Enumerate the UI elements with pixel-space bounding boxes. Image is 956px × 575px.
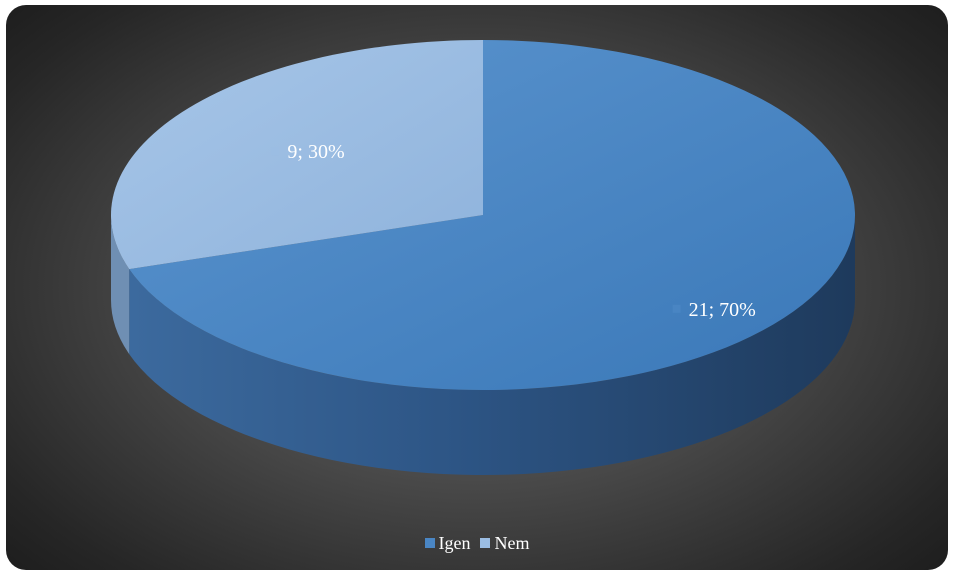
legend-swatch-igen: [424, 538, 435, 548]
data-label-text-igen: 21; 70%: [689, 299, 756, 321]
legend: Igen Nem: [6, 531, 948, 555]
data-label-igen: 21; 70%: [672, 299, 756, 321]
data-label-marker-nem: [271, 147, 280, 156]
legend-label-nem: Nem: [494, 532, 530, 553]
pie-slice-igen: [129, 40, 855, 390]
chart-area: 21; 70% 9; 30% Igen Nem: [6, 5, 948, 570]
legend-item-igen: Igen: [424, 532, 471, 554]
legend-item-nem: Nem: [480, 533, 529, 554]
pie-side-nem: [111, 215, 130, 355]
pie-chart: 21; 70% 9; 30%: [110, 40, 855, 475]
data-label-marker-igen: [672, 304, 681, 313]
pie-side-igen: [129, 215, 855, 475]
legend-swatch-nem: [480, 538, 491, 548]
pie-slice-nem: [110, 40, 484, 270]
legend-label-igen: Igen: [438, 532, 471, 553]
data-label-nem: 9; 30%: [271, 141, 345, 163]
data-label-text-nem: 9; 30%: [287, 141, 344, 163]
